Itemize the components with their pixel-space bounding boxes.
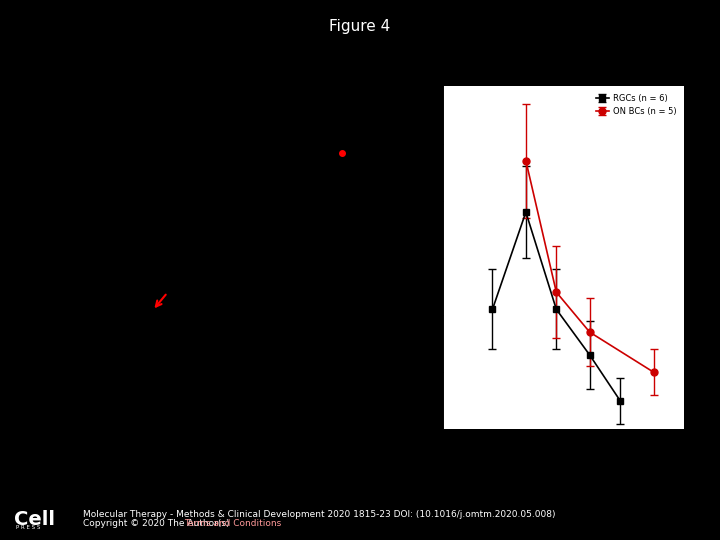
Text: 2.0 (2.4 × 10¹⁴): 2.0 (2.4 × 10¹⁴) (469, 264, 507, 268)
Text: BC targeting: BC targeting (155, 68, 216, 78)
Text: Light:: Light: (333, 67, 352, 73)
Text: RGC expression: RGC expression (330, 68, 407, 78)
Text: 2.5 (6.6 × 10¹³): 2.5 (6.6 × 10¹³) (469, 207, 507, 212)
Text: 3.5 (6.8 × 10¹⁴): 3.5 (6.8 × 10¹⁴) (469, 93, 507, 98)
Text: 1.0 (2.4 × 10¹³): 1.0 (2.4 × 10¹³) (469, 320, 507, 325)
Text: ND (Photons/cm²s): ND (Photons/cm²s) (356, 64, 408, 70)
Text: A: A (104, 68, 114, 80)
Text: Copyright © 2020 The Author(s): Copyright © 2020 The Author(s) (83, 519, 235, 529)
Text: Figure 4: Figure 4 (329, 19, 391, 34)
Text: 0 (2.5 × 10¹⁰): 0 (2.5 × 10¹⁰) (469, 377, 502, 382)
Text: C: C (443, 68, 452, 80)
Y-axis label: % of cell distribution: % of cell distribution (408, 211, 418, 305)
Text: Light:: Light: (158, 76, 177, 82)
Text: P R E S S: P R E S S (16, 525, 40, 530)
Text: B: B (299, 68, 308, 80)
Text: Cell: Cell (14, 510, 55, 529)
Text: Terms and Conditions: Terms and Conditions (184, 519, 281, 529)
Text: Molecular Therapy - Methods & Clinical Development 2020 1815-23 DOI: (10.1016/j.: Molecular Therapy - Methods & Clinical D… (83, 510, 555, 519)
Text: 3.0 (2.0 × 10¹⁵): 3.0 (2.0 × 10¹⁵) (469, 150, 507, 155)
Legend: RGCs (n = 6), ON BCs (n = 5): RGCs (n = 6), ON BCs (n = 5) (593, 91, 680, 119)
X-axis label: Light intensity (photons/cm²s): Light intensity (photons/cm²s) (495, 456, 631, 465)
